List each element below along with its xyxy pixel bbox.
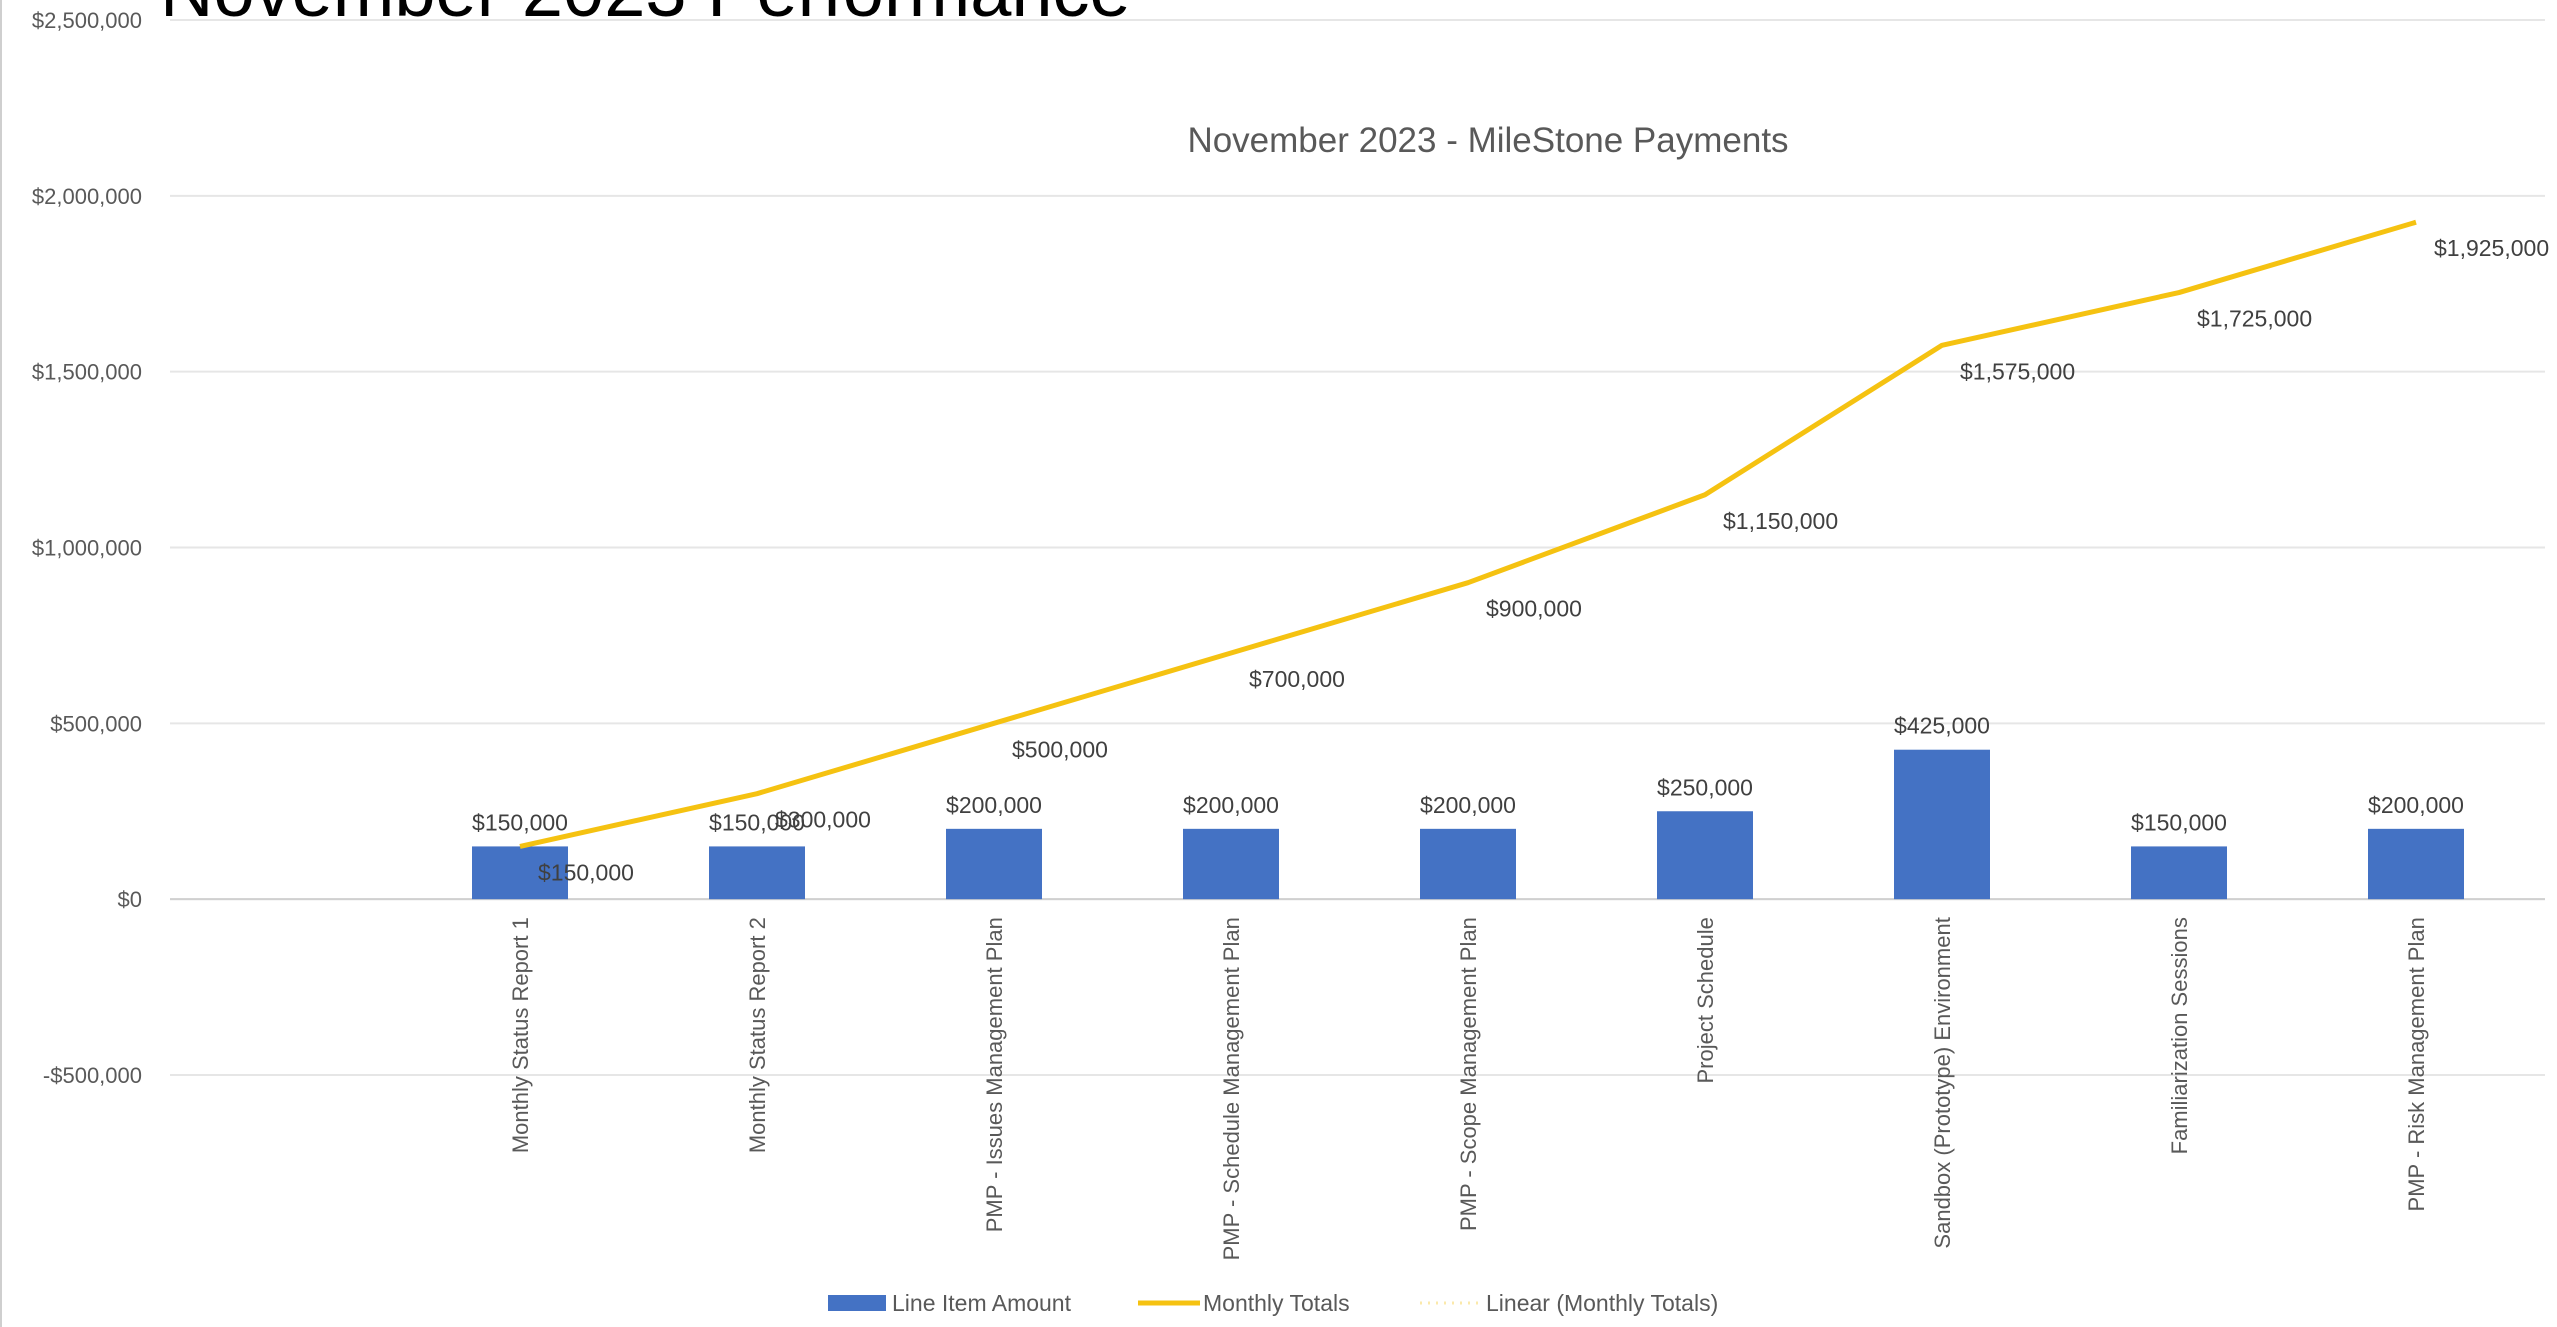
y-tick-label: $1,500,000: [32, 360, 142, 385]
y-tick-label: $2,500,000: [32, 8, 142, 33]
legend-label: Monthly Totals: [1203, 1290, 1350, 1316]
bar-data-label: $425,000: [1894, 713, 1990, 739]
bar-line-item-amount: [946, 828, 1042, 900]
y-tick-label: $2,000,000: [32, 184, 142, 209]
legend-swatch-bar: [828, 1295, 886, 1311]
bar-data-label: $150,000: [2131, 809, 2227, 835]
line-data-label: $1,725,000: [2197, 306, 2312, 332]
x-tick-label: PMP - Scope Management Plan: [1456, 917, 1481, 1231]
bar-data-label: $200,000: [946, 792, 1042, 818]
x-tick-label: Familiarization Sessions: [2167, 917, 2192, 1154]
line-monthly-totals: [519, 219, 2417, 849]
chart-title: November 2023 - MileStone Payments: [1187, 121, 1788, 160]
x-tick-label: Project Schedule: [1693, 917, 1718, 1083]
y-tick-label: $500,000: [50, 711, 142, 736]
page-heading: November 2023 Performance: [160, 0, 1131, 33]
bar-line-item-amount: [1894, 749, 1990, 900]
x-tick-label: Monthly Status Report 1: [508, 917, 533, 1153]
x-tick-label: Monthly Status Report 2: [745, 917, 770, 1153]
line-data-label: $1,150,000: [1723, 508, 1838, 534]
x-tick-label: PMP - Schedule Management Plan: [1219, 917, 1244, 1260]
window-left-border: [0, 0, 2, 1327]
x-tick-label: Sandbox (Prototype) Environment: [1930, 917, 1955, 1248]
bar-line-item-amount: [1183, 828, 1279, 900]
bar-line-item-amount: [709, 846, 805, 900]
line-data-label: $1,575,000: [1960, 358, 2075, 384]
y-tick-label: $0: [118, 887, 142, 912]
line-data-label: $900,000: [1486, 596, 1582, 622]
legend-label: Linear (Monthly Totals): [1486, 1290, 1718, 1316]
x-tick-label: PMP - Issues Management Plan: [982, 917, 1007, 1232]
bar-data-label: $150,000: [472, 809, 568, 835]
line-data-label: $150,000: [538, 859, 634, 885]
line-data-label: $500,000: [1012, 736, 1108, 762]
bar-line-item-amount: [2131, 846, 2227, 900]
bar-data-label: $150,000: [709, 809, 805, 835]
line-data-label: $700,000: [1249, 666, 1345, 692]
bar-line-item-amount: [1657, 811, 1753, 900]
bar-line-item-amount: [2368, 828, 2464, 900]
bar-data-label: $200,000: [1420, 792, 1516, 818]
bar-data-label: $200,000: [2368, 792, 2464, 818]
x-tick-label: PMP - Risk Management Plan: [2404, 917, 2429, 1211]
line-data-label: $300,000: [775, 807, 871, 833]
legend-label: Line Item Amount: [892, 1290, 1072, 1316]
bar-line-item-amount: [472, 846, 568, 900]
bar-line-item-amount: [1420, 828, 1516, 900]
y-tick-label: -$500,000: [43, 1063, 142, 1088]
bar-data-label: $250,000: [1657, 774, 1753, 800]
bar-data-label: $200,000: [1183, 792, 1279, 818]
y-tick-label: $1,000,000: [32, 536, 142, 561]
line-data-label: $1,925,000: [2434, 235, 2549, 261]
